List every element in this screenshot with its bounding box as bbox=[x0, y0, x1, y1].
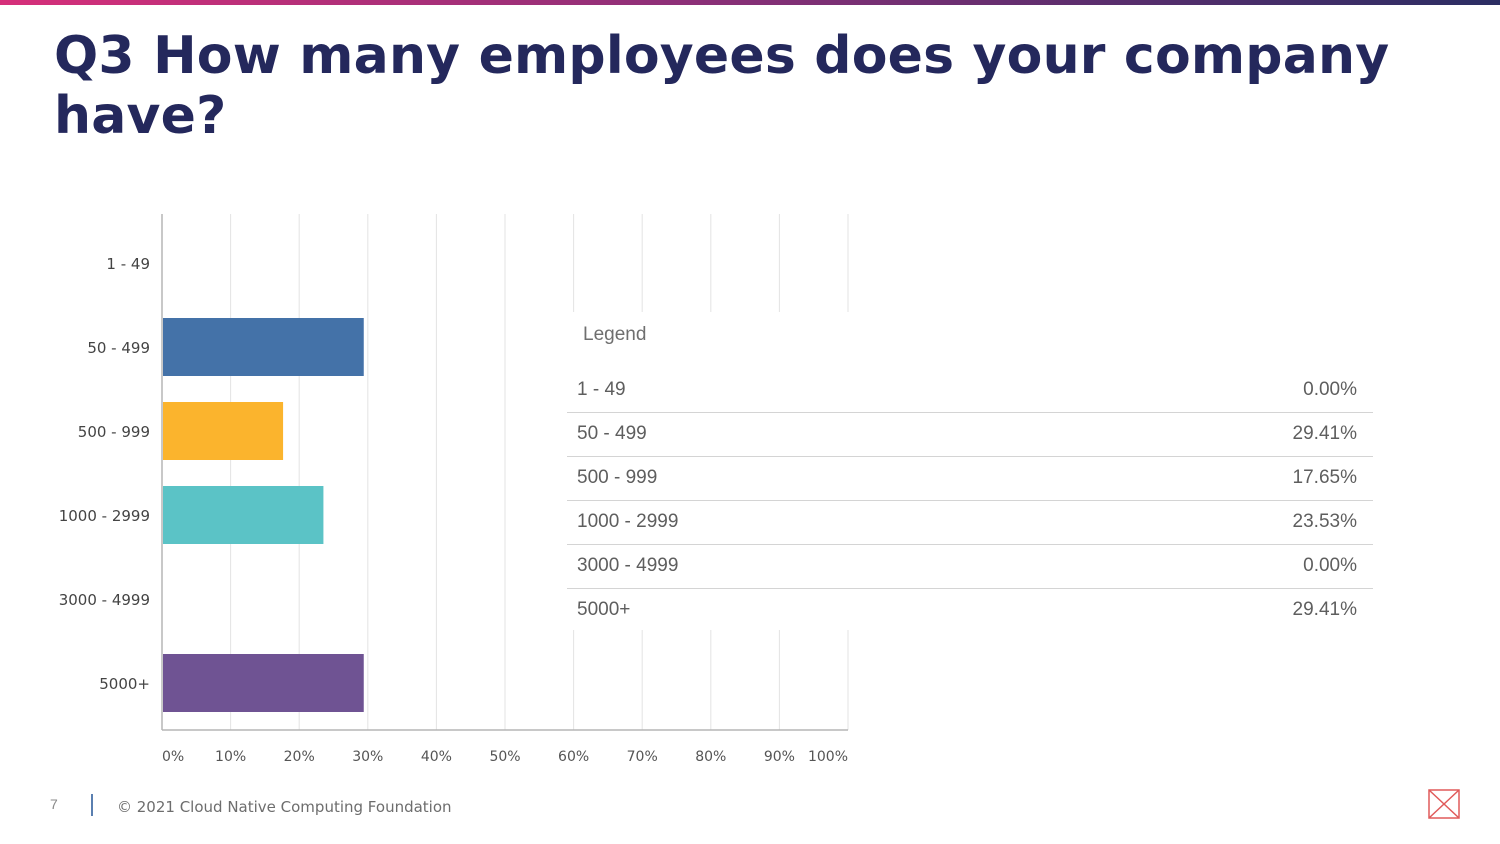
x-tick-label: 60% bbox=[558, 749, 589, 765]
bar bbox=[163, 654, 364, 712]
y-category-label: 50 - 499 bbox=[87, 339, 150, 357]
x-tick-label: 0% bbox=[162, 749, 184, 765]
x-tick-label: 100% bbox=[808, 749, 848, 765]
bar bbox=[163, 402, 284, 460]
bar bbox=[163, 318, 364, 376]
page-number: 7 bbox=[50, 796, 58, 812]
y-category-label: 1000 - 2999 bbox=[59, 507, 150, 525]
presentation-logo-icon bbox=[1428, 789, 1460, 819]
legend-row: 1 - 49 0.00% bbox=[567, 369, 1373, 413]
legend-row: 5000+ 29.41% bbox=[567, 589, 1373, 632]
x-tick-label: 70% bbox=[627, 749, 658, 765]
x-tick-label: 10% bbox=[215, 749, 246, 765]
x-tick-label: 50% bbox=[489, 749, 520, 765]
legend-row: 500 - 999 17.65% bbox=[567, 457, 1373, 501]
bar bbox=[163, 486, 324, 544]
legend-row: 3000 - 4999 0.00% bbox=[567, 545, 1373, 589]
top-accent-bar bbox=[0, 0, 1500, 5]
legend-row: 50 - 499 29.41% bbox=[567, 413, 1373, 457]
x-tick-label: 30% bbox=[352, 749, 383, 765]
legend-row-value: 0.00% bbox=[1303, 555, 1357, 576]
legend-row-value: 29.41% bbox=[1292, 423, 1357, 444]
x-tick-label: 80% bbox=[695, 749, 726, 765]
legend-row-label: 500 - 999 bbox=[577, 467, 658, 488]
legend-row-label: 50 - 499 bbox=[577, 423, 647, 444]
legend-rows: 1 - 49 0.00% 50 - 499 29.41% 500 - 999 1… bbox=[567, 369, 1373, 632]
legend-row-label: 3000 - 4999 bbox=[577, 555, 679, 576]
legend-row-label: 1000 - 2999 bbox=[577, 511, 679, 532]
legend-row: 1000 - 2999 23.53% bbox=[567, 501, 1373, 545]
y-category-label: 500 - 999 bbox=[78, 423, 150, 441]
y-category-label: 5000+ bbox=[99, 675, 150, 693]
bar-chart: 0% 10% 20% 30% 40% 50% 60% 70% 80% 90% 100% 1 - 49 5… bbox=[59, 214, 849, 765]
x-tick-label: 20% bbox=[284, 749, 315, 765]
y-category-label: 3000 - 4999 bbox=[59, 591, 150, 609]
legend-row-value: 17.65% bbox=[1292, 467, 1357, 488]
footer-divider bbox=[91, 794, 93, 816]
legend-row-label: 1 - 49 bbox=[577, 379, 626, 400]
legend-title: Legend bbox=[583, 324, 647, 345]
legend-row-value: 23.53% bbox=[1292, 511, 1357, 532]
y-category-label: 1 - 49 bbox=[106, 255, 150, 273]
legend-panel: Legend 1 - 49 0.00% 50 - 499 29.41% 500 … bbox=[567, 312, 1373, 630]
x-tick-label: 90% bbox=[764, 749, 795, 765]
page-title: Q3 How many employees does your company … bbox=[54, 26, 1390, 146]
x-tick-label: 40% bbox=[421, 749, 452, 765]
legend-row-value: 29.41% bbox=[1292, 599, 1357, 620]
legend-row-value: 0.00% bbox=[1303, 379, 1357, 400]
legend-row-label: 5000+ bbox=[577, 599, 631, 620]
footer-copyright: © 2021 Cloud Native Computing Foundation bbox=[117, 798, 452, 816]
